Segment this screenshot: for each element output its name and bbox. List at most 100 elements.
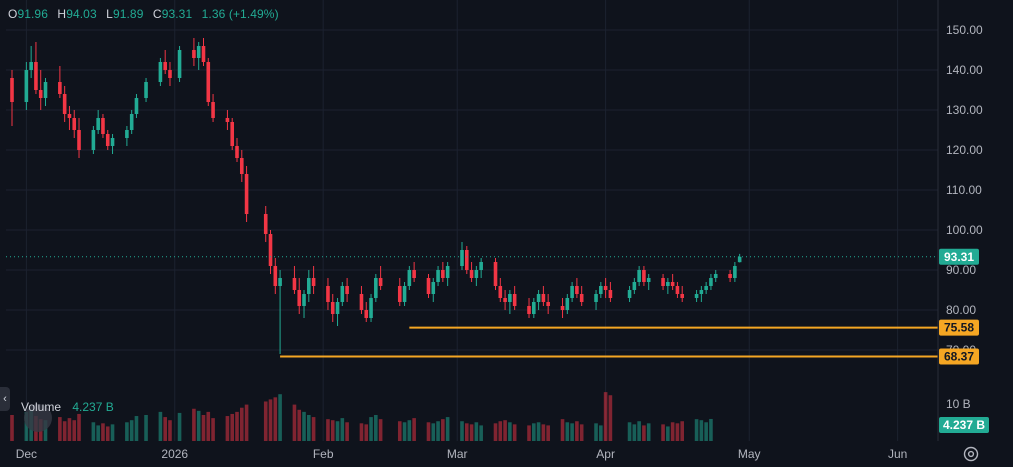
volume-bar [646,423,651,441]
volume-badge-bg [939,417,989,433]
volume-bar [77,413,81,441]
volume-bar [168,420,172,441]
volume-bar [479,425,483,441]
time-tick-label: Jun [888,447,907,461]
volume-axis-label: 10 B [946,397,971,411]
line-price-badge-bg [939,348,979,365]
volume-bar [192,408,196,441]
volume-bar [359,423,364,441]
low-value: 91.89 [112,7,144,21]
volume-bar [565,422,570,441]
candle-body [129,114,134,130]
volume-bar [311,417,316,441]
candle-body [77,130,81,150]
candle-body [268,234,273,266]
volume-bar [110,424,115,441]
gear-icon[interactable] [962,445,980,463]
candle-body [273,266,278,286]
candle-body [96,118,100,130]
candle-body [666,282,670,286]
volume-bar [268,399,273,441]
candle-body [29,62,33,70]
price-tick-label: 110.00 [946,183,982,197]
volume-bar [62,421,67,441]
volume-bar [244,404,249,441]
candle-body [464,250,469,270]
candle-body [508,294,512,302]
volume-bar [493,423,498,441]
volume-bar [144,415,148,441]
volume-bar [163,417,167,441]
candle-body [661,278,665,286]
volume-bar [72,420,77,441]
candle-body [737,256,742,263]
volume-bar [206,411,211,441]
line-price-badge: 68.37 [944,350,974,364]
candle-body [34,62,38,90]
time-tick-label: Apr [596,447,615,461]
grid-lines [6,0,938,441]
close-key: C [152,7,162,21]
candle-body [699,290,704,294]
volume-bar [694,419,699,441]
volume-bar [340,418,345,441]
volume-bar [369,417,373,441]
candle-body [326,286,330,302]
volume-bar [675,423,680,441]
volume-bar [498,421,503,441]
volume-bar [704,422,708,441]
open-value: 91.96 [17,7,48,21]
high-value: 94.03 [66,7,97,21]
low-key: L [106,7,113,21]
volume-bar [201,415,206,441]
volume-badge: 4.237 B [943,418,985,432]
time-axis[interactable]: Dec 2026 Feb Mar Apr May Jun [16,447,908,461]
price-tick-label: 100.00 [946,223,983,237]
volume-bar [431,423,436,441]
candle-body [608,290,613,298]
volume-bar [474,422,479,441]
price-badges: 93.31 75.58 68.37 4.237 B [939,248,989,433]
tradingview-logo-icon[interactable] [24,404,52,432]
candle-body [594,294,598,302]
volume-bar [436,421,440,441]
candle-body [364,310,369,318]
candle-body [311,278,316,286]
volume-bar [407,420,412,441]
candle-body [469,270,474,278]
volume-bar [445,417,450,441]
candle-body [436,270,440,282]
candle-body [239,158,244,174]
candle-body [345,286,349,294]
volume-bar [105,426,110,441]
candle-body [479,262,483,270]
volume-bar [632,424,637,441]
candle-body [91,130,96,150]
volume-bar [570,423,574,441]
candle-body [426,278,431,294]
candle-body [680,294,685,298]
candle-body [632,282,637,290]
candle-body [541,294,546,302]
candle-body [206,62,211,102]
volume-bar [546,425,550,441]
candle-body [230,122,235,146]
horizontal-lines[interactable] [280,326,938,358]
volume-bar [599,425,603,441]
candle-body [211,102,215,118]
candle-body [627,290,632,298]
candle-body [704,286,708,290]
candle-body [445,266,450,278]
candle-body [579,294,584,302]
candle-body [168,70,172,78]
volume-bar [503,420,507,441]
time-tick-label: Dec [16,447,37,461]
chevron-left-icon[interactable]: ‹ [0,387,10,411]
candle-body [163,62,167,70]
candle-body [637,270,641,282]
candle-body [235,146,239,158]
close-value: 93.31 [161,7,193,21]
candle-body [646,278,651,282]
line-price-badge-bg [939,319,979,336]
